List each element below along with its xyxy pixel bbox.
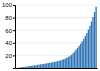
bar	[57, 61, 58, 68]
bar	[52, 62, 53, 68]
y-tick: 60	[5, 28, 15, 34]
bar	[51, 62, 52, 68]
grid-line	[15, 5, 97, 6]
grid-line	[15, 17, 97, 18]
bar	[43, 64, 44, 68]
bar	[68, 57, 69, 68]
bar	[58, 61, 59, 68]
y-tick-mark	[13, 30, 15, 31]
y-tick: 80	[5, 15, 15, 21]
y-tick: 100	[2, 2, 15, 8]
bar	[94, 12, 95, 68]
bar	[91, 22, 92, 68]
y-tick-label: 60	[5, 28, 12, 34]
bar	[35, 65, 36, 68]
bar	[82, 41, 83, 68]
bar	[62, 60, 63, 68]
bar	[74, 52, 75, 68]
bar	[28, 66, 29, 68]
y-tick-mark	[13, 55, 15, 56]
bars	[15, 7, 97, 68]
bar	[45, 64, 46, 68]
bar	[41, 64, 42, 68]
y-tick-mark	[13, 43, 15, 44]
bar	[55, 62, 56, 68]
bar	[72, 53, 73, 68]
bar	[48, 63, 49, 68]
y-axis-line	[13, 6, 16, 69]
y-axis: 20 40 60 80 100	[2, 2, 16, 68]
bar	[38, 65, 39, 68]
bar	[86, 33, 87, 68]
bar	[69, 56, 70, 68]
bar	[32, 66, 33, 68]
y-tick-mark	[13, 18, 15, 19]
bar	[83, 39, 84, 68]
bar	[40, 64, 41, 68]
bar	[80, 44, 81, 68]
bar	[18, 67, 19, 68]
bar	[37, 65, 38, 68]
y-tick-label: 40	[5, 40, 12, 46]
bar	[71, 55, 72, 68]
bar	[23, 67, 24, 68]
x-axis	[16, 68, 98, 69]
y-tick-mark	[13, 5, 15, 6]
bar	[78, 46, 79, 68]
y-tick: 20	[5, 53, 15, 59]
bar	[75, 50, 76, 68]
y-tick-label: 80	[5, 15, 12, 21]
bar	[26, 67, 27, 68]
bar	[88, 30, 89, 68]
bar	[21, 67, 22, 68]
grid-line	[15, 30, 97, 31]
bar	[20, 67, 21, 68]
y-tick: 40	[5, 40, 15, 46]
bar	[63, 59, 64, 68]
bar	[54, 62, 55, 68]
bar	[60, 60, 61, 68]
bar	[77, 48, 78, 68]
y-tick-label: 20	[5, 53, 12, 59]
bar	[34, 65, 35, 68]
bar	[29, 66, 30, 68]
bar	[31, 66, 32, 68]
bar	[95, 7, 96, 68]
bar	[65, 59, 66, 68]
bar	[24, 67, 25, 68]
bar	[46, 63, 47, 68]
bar	[89, 26, 90, 68]
x-axis-line	[16, 68, 98, 69]
y-tick-label: 100	[2, 2, 13, 8]
bar	[92, 17, 93, 68]
bar	[49, 63, 50, 68]
bar	[85, 36, 86, 68]
bar	[66, 58, 67, 68]
chart: 20 40 60 80 100	[0, 0, 100, 71]
bar	[17, 67, 18, 68]
